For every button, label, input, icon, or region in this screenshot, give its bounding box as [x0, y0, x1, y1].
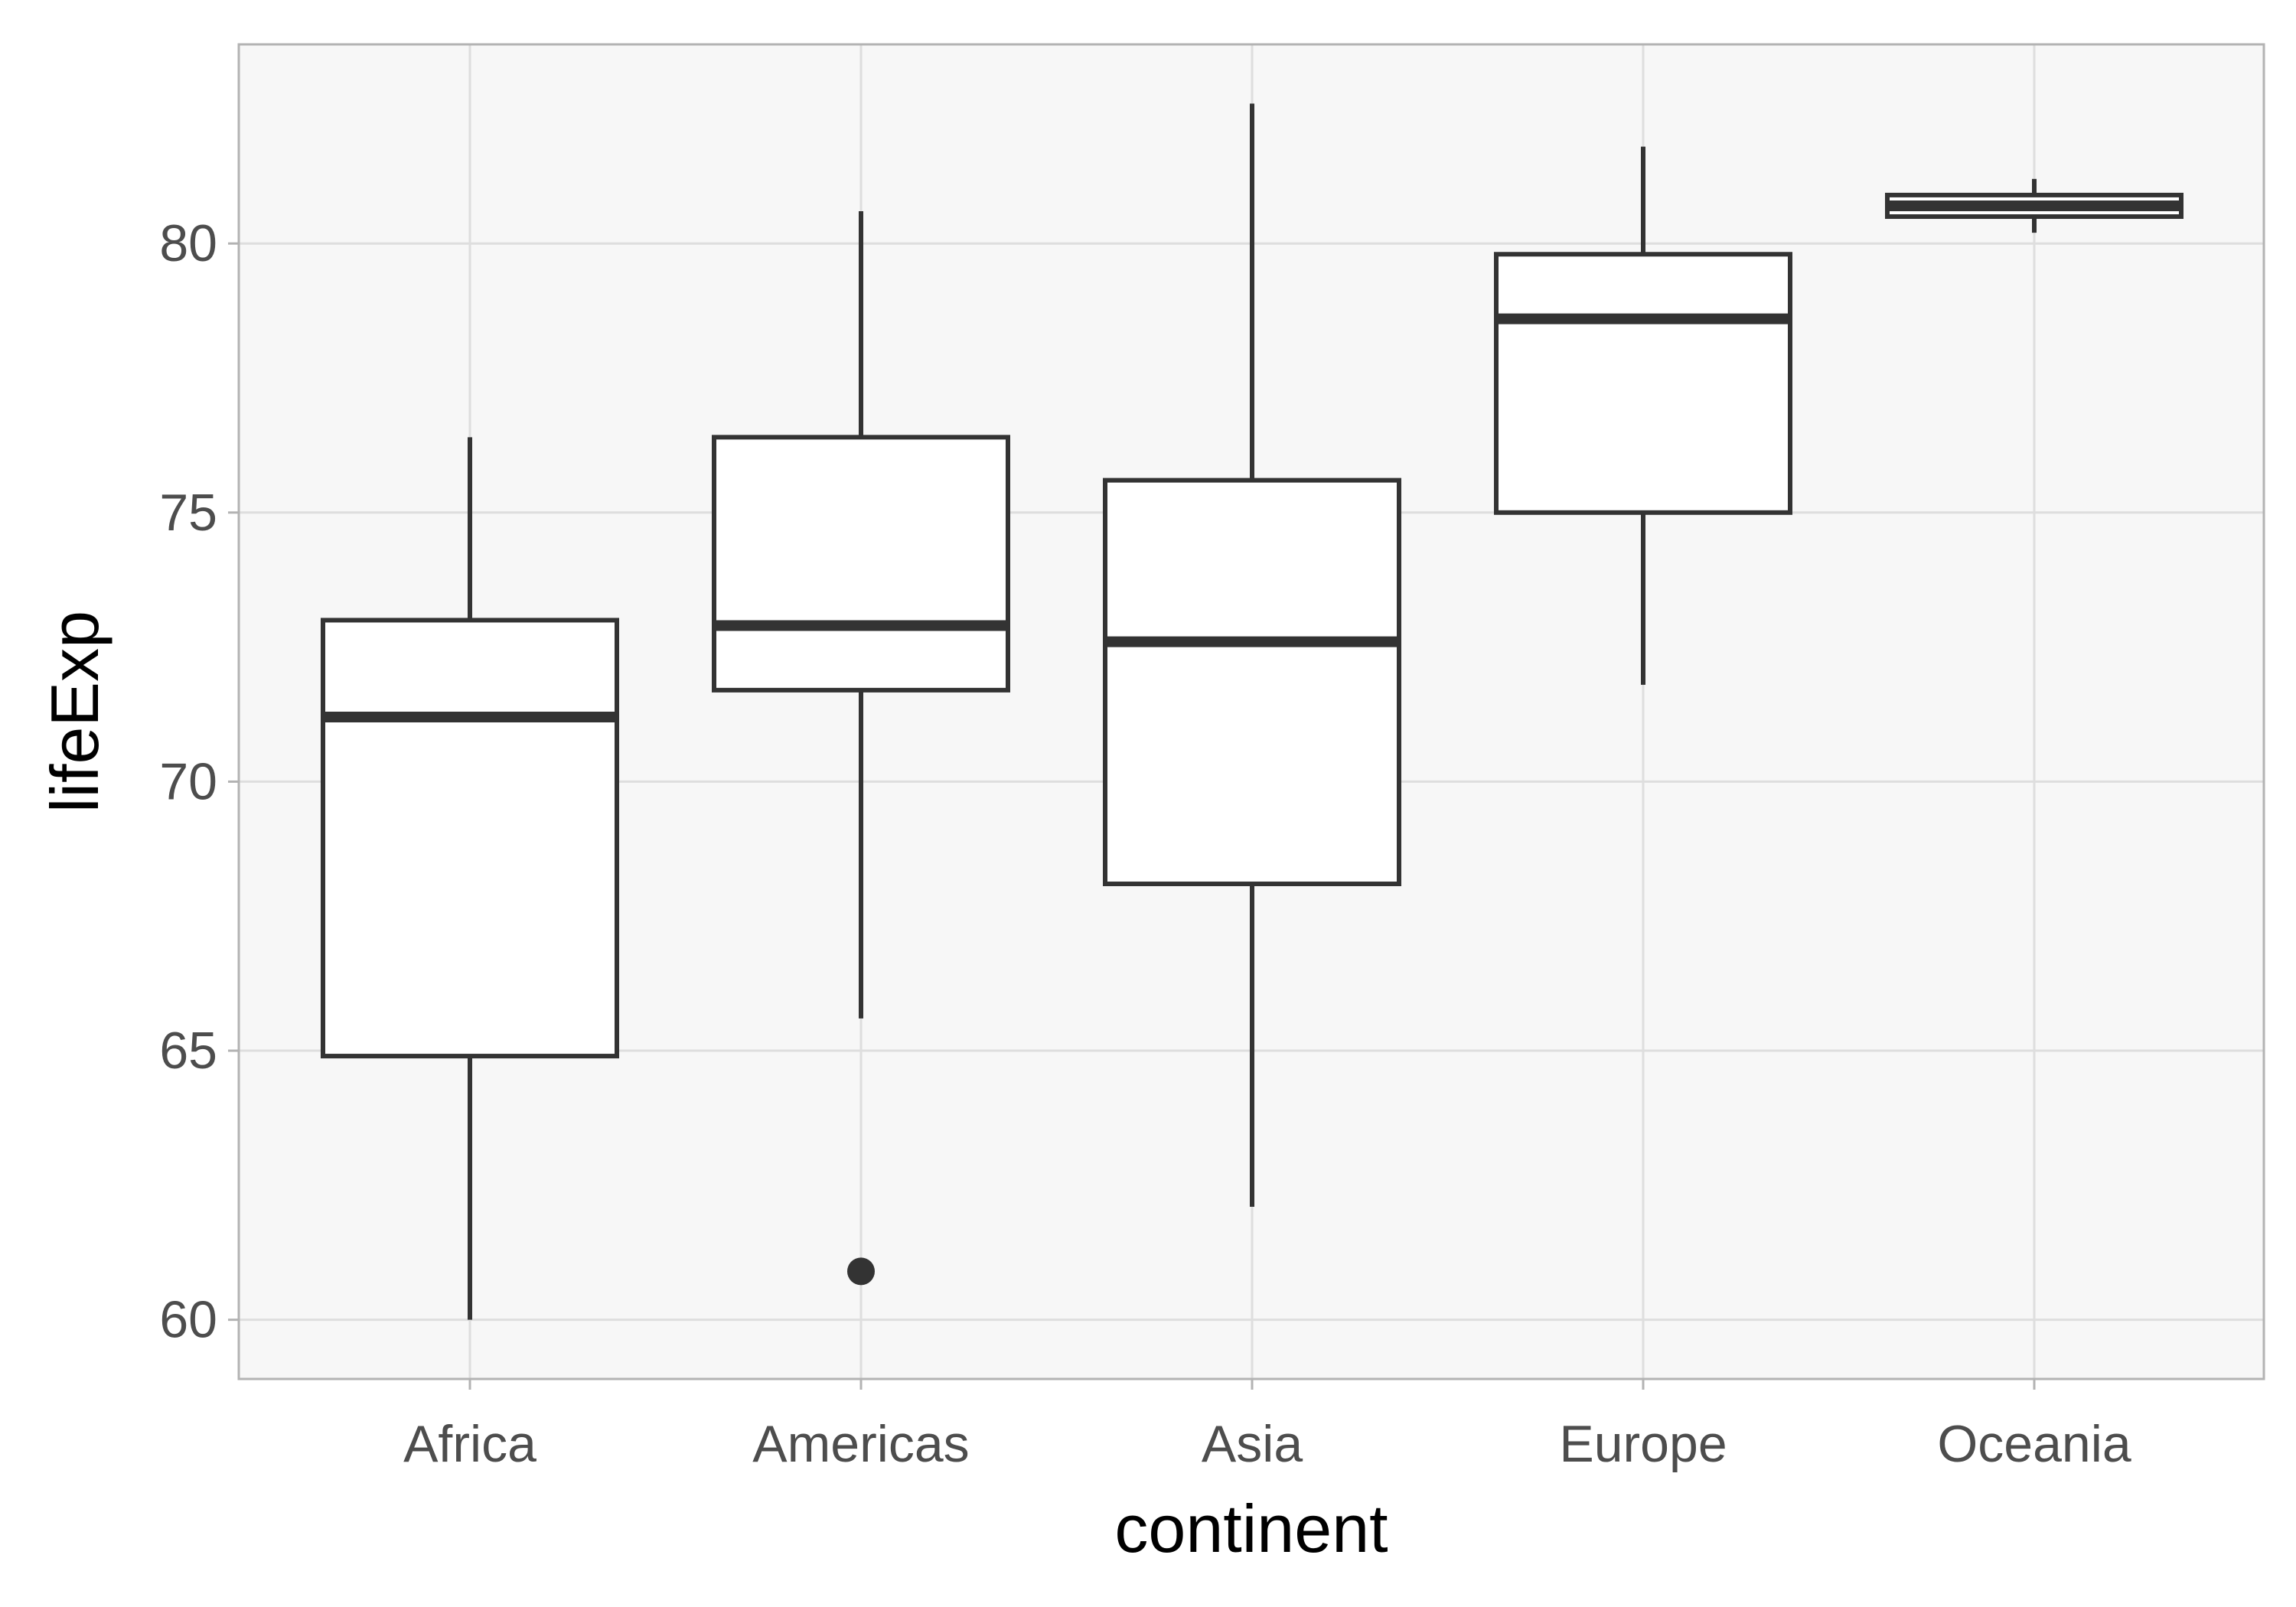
x-tick-label-americas: Americas	[752, 1415, 969, 1473]
y-tick-label-65: 65	[159, 1022, 217, 1080]
iqr-box-asia	[1103, 478, 1401, 887]
y-tick-label-70: 70	[159, 752, 217, 810]
y-tick-label-75: 75	[159, 484, 217, 542]
iqr-box-europe	[1494, 252, 1792, 515]
box-europe	[1494, 146, 1792, 685]
box-asia	[1103, 103, 1401, 1207]
y-axis-title: lifeExp	[37, 611, 113, 813]
iqr-box-americas	[712, 435, 1010, 693]
iqr-box-africa	[321, 618, 619, 1059]
y-axis: 60 65 70 75 80	[159, 214, 239, 1349]
y-tick-label-60: 60	[159, 1291, 217, 1349]
box-africa	[321, 437, 619, 1320]
y-tick-label-80: 80	[159, 214, 217, 272]
x-tick-label-africa: Africa	[403, 1415, 536, 1473]
x-tick-label-europe: Europe	[1559, 1415, 1727, 1473]
box-americas	[712, 211, 1010, 1286]
x-tick-label-asia: Asia	[1202, 1415, 1303, 1473]
x-tick-label-oceania: Oceania	[1937, 1415, 2131, 1473]
x-axis: Africa Americas Asia Europe Oceania	[403, 1379, 2131, 1473]
outlier-point-americas-0	[847, 1257, 875, 1286]
boxes	[321, 103, 2183, 1320]
box-oceania	[1885, 178, 2183, 233]
x-axis-title: continent	[1114, 1491, 1388, 1566]
